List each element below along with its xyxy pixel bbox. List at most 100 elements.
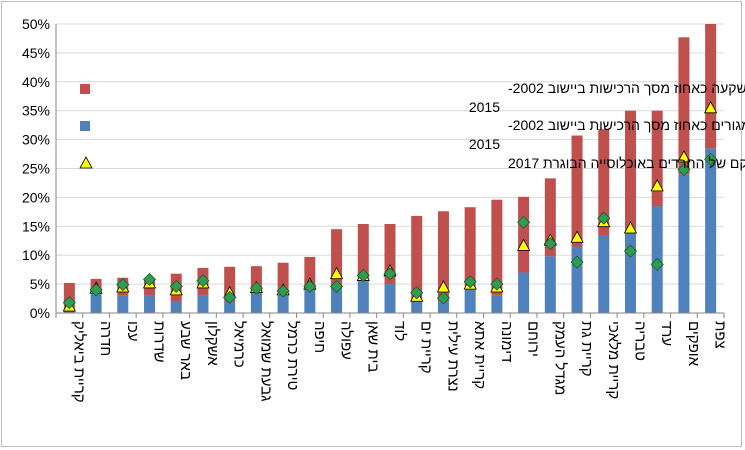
y-tick-label: 0% — [30, 305, 50, 321]
legend-label: חלקם של החרדים באוכלוסייה הבוגרת 2017 — [508, 155, 745, 171]
x-category-label: מגדל העמק — [551, 321, 568, 395]
bar-investment — [464, 207, 476, 290]
bar-residential — [678, 174, 690, 313]
y-tick-label: 45% — [22, 45, 50, 61]
x-axis: קריית ביאליק חדרה עכו שדרות באר שבע אשקלון כרמ… — [55, 312, 729, 403]
y-tick-label: 40% — [22, 74, 50, 90]
bar-residential — [464, 289, 476, 313]
bar-residential — [491, 295, 503, 313]
bar-investment — [331, 229, 343, 287]
bar-residential — [544, 256, 556, 313]
bar-residential — [624, 229, 636, 313]
x-category-label: אופקים — [685, 321, 702, 367]
y-tick-label: 30% — [22, 132, 50, 148]
diamond-marker — [623, 244, 638, 258]
legend-label-line2: 2015 — [469, 99, 500, 115]
x-category-label: טבריה — [631, 321, 648, 361]
bar-residential — [117, 295, 129, 313]
diamond-marker — [356, 268, 370, 282]
bar-residential — [144, 295, 156, 313]
bar-residential — [518, 272, 530, 313]
diamond-marker — [116, 278, 130, 292]
legend-label-line2: 2015 — [469, 136, 500, 152]
diamond-marker — [490, 277, 504, 291]
bar-investment — [678, 37, 690, 175]
bar-residential — [170, 301, 182, 313]
diamond-marker — [223, 290, 237, 304]
x-category-label: קריית ים — [418, 321, 435, 374]
diamond-marker — [570, 255, 584, 269]
triangle-marker — [516, 238, 531, 251]
bar-investment — [598, 129, 610, 235]
diamond-marker — [169, 279, 183, 293]
x-category-label: טירת כרמל — [284, 321, 301, 390]
diamond-marker — [329, 279, 344, 293]
x-category-label: אשקלון — [204, 321, 221, 366]
diamond-marker — [463, 275, 477, 289]
legend-label: רכישות חרדים למגורים כאחוז מסך הרכישות ב… — [508, 117, 745, 133]
triangle-marker — [570, 230, 584, 243]
bar-investment — [437, 211, 449, 302]
bar-residential — [357, 281, 369, 313]
bar-investment — [384, 223, 396, 285]
diamond-marker — [196, 274, 210, 288]
x-category-label: עפולה — [338, 321, 355, 360]
y-tick-label: 50% — [22, 16, 50, 32]
x-category-label: עכו — [124, 321, 141, 342]
diamond-marker — [249, 281, 263, 295]
diamond-marker — [142, 272, 157, 287]
diamond-marker — [410, 286, 424, 300]
diamond-marker — [89, 283, 103, 297]
legend-swatch — [79, 156, 93, 169]
bar-residential — [304, 286, 316, 313]
x-category-label: דימונה — [498, 321, 515, 362]
x-category-label: ירוחם — [525, 321, 542, 357]
bar-investment — [250, 266, 262, 292]
x-category-label: קריית מלאכי — [605, 321, 622, 399]
x-category-label: באר שבע — [177, 321, 194, 380]
bar-residential — [250, 291, 262, 313]
legend-swatch — [80, 121, 90, 131]
x-category-label: חיפה — [311, 321, 328, 353]
y-tick-label: 25% — [22, 161, 50, 177]
diamond-marker — [543, 237, 557, 251]
y-tick-label: 35% — [22, 103, 50, 119]
x-category-label: חדרה — [97, 321, 114, 356]
bar-investment — [277, 262, 289, 296]
x-category-label: ערד — [658, 321, 675, 346]
diamond-marker — [517, 215, 531, 229]
diamond-marker — [704, 152, 718, 166]
bar-investment — [705, 24, 717, 149]
diamond-marker — [62, 296, 76, 310]
legend-swatch — [80, 84, 90, 94]
legend-label: רכישות חרדים להשקעה כאחוז מסך הרכישות בי… — [508, 80, 745, 96]
y-tick-label: 15% — [22, 218, 50, 234]
triangle-marker — [650, 179, 664, 192]
diamond-marker — [383, 267, 397, 281]
diamond-marker — [677, 163, 691, 177]
diamond-marker — [597, 211, 611, 225]
x-category-label: נצרת עילית — [444, 321, 461, 392]
gridlines — [56, 23, 724, 285]
diamond-marker — [436, 291, 451, 305]
bar-investment — [224, 266, 236, 302]
bar-residential — [224, 301, 236, 313]
bar-investment — [411, 215, 423, 302]
legend: רכישות חרדים להשקעה כאחוז מסך הרכישות בי… — [79, 80, 745, 171]
bar-investment — [651, 110, 663, 207]
x-category-label: צפת — [712, 321, 729, 349]
bar-residential — [571, 246, 583, 313]
markers — [62, 100, 718, 312]
y-tick-label: 10% — [22, 247, 50, 263]
diamond-marker — [650, 257, 664, 272]
diamond-marker — [276, 284, 290, 298]
x-category-label: בית שאן — [364, 321, 381, 372]
x-category-label: שדרות — [151, 321, 168, 363]
bar-investment — [304, 256, 316, 287]
diamond-marker — [303, 279, 317, 293]
triangle-marker — [677, 150, 691, 163]
bar-residential — [197, 295, 209, 313]
x-category-label: קריית גת — [578, 321, 595, 377]
bar-residential — [411, 301, 423, 313]
